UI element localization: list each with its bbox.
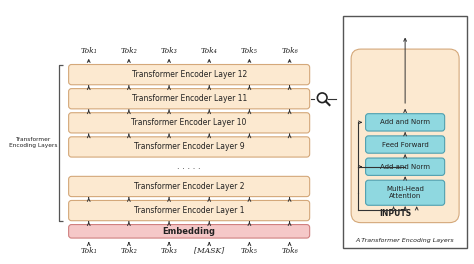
Text: Tok₆: Tok₆ — [281, 247, 298, 254]
Text: Tok₁: Tok₁ — [80, 247, 97, 254]
FancyBboxPatch shape — [69, 176, 310, 197]
FancyBboxPatch shape — [69, 200, 310, 221]
FancyBboxPatch shape — [365, 136, 445, 153]
Text: Tok₃: Tok₃ — [161, 247, 177, 254]
Text: INPUTS: INPUTS — [379, 209, 411, 218]
Text: Tok₁: Tok₁ — [80, 47, 97, 55]
Text: Transformer Encoder Layer 1: Transformer Encoder Layer 1 — [134, 206, 245, 215]
FancyBboxPatch shape — [69, 113, 310, 133]
Text: Transformer Encoder Layer 12: Transformer Encoder Layer 12 — [131, 70, 247, 79]
Text: Tok₂: Tok₂ — [120, 47, 137, 55]
Text: [MASK]: [MASK] — [194, 247, 224, 254]
Text: Feed Forward: Feed Forward — [382, 142, 428, 148]
Text: Tok₅: Tok₅ — [241, 47, 258, 55]
FancyBboxPatch shape — [351, 49, 459, 223]
Text: Tok₂: Tok₂ — [120, 247, 137, 254]
FancyBboxPatch shape — [365, 158, 445, 175]
Text: . . . . .: . . . . . — [177, 162, 201, 171]
FancyBboxPatch shape — [365, 114, 445, 131]
Text: A Transformer Encoding Layers: A Transformer Encoding Layers — [356, 238, 455, 243]
Text: Tok₃: Tok₃ — [161, 47, 177, 55]
Text: Tok₅: Tok₅ — [241, 247, 258, 254]
Text: Tok₆: Tok₆ — [281, 47, 298, 55]
Text: Transformer
Encoding Layers: Transformer Encoding Layers — [9, 137, 57, 148]
Text: Transformer Encoder Layer 11: Transformer Encoder Layer 11 — [131, 94, 247, 103]
Text: Embedding: Embedding — [163, 227, 216, 236]
FancyBboxPatch shape — [69, 137, 310, 157]
Text: Transformer Encoder Layer 10: Transformer Encoder Layer 10 — [131, 118, 247, 127]
Text: Add and Norm: Add and Norm — [380, 164, 430, 170]
Text: Transformer Encoder Layer 2: Transformer Encoder Layer 2 — [134, 182, 245, 191]
Text: Tok₄: Tok₄ — [201, 47, 218, 55]
Text: Add and Norm: Add and Norm — [380, 119, 430, 125]
FancyBboxPatch shape — [69, 225, 310, 238]
FancyBboxPatch shape — [343, 16, 467, 248]
FancyBboxPatch shape — [69, 64, 310, 85]
FancyBboxPatch shape — [69, 89, 310, 109]
Text: Transformer Encoder Layer 9: Transformer Encoder Layer 9 — [134, 143, 245, 152]
FancyBboxPatch shape — [365, 180, 445, 205]
Text: Multi-Head
Attention: Multi-Head Attention — [386, 186, 424, 199]
